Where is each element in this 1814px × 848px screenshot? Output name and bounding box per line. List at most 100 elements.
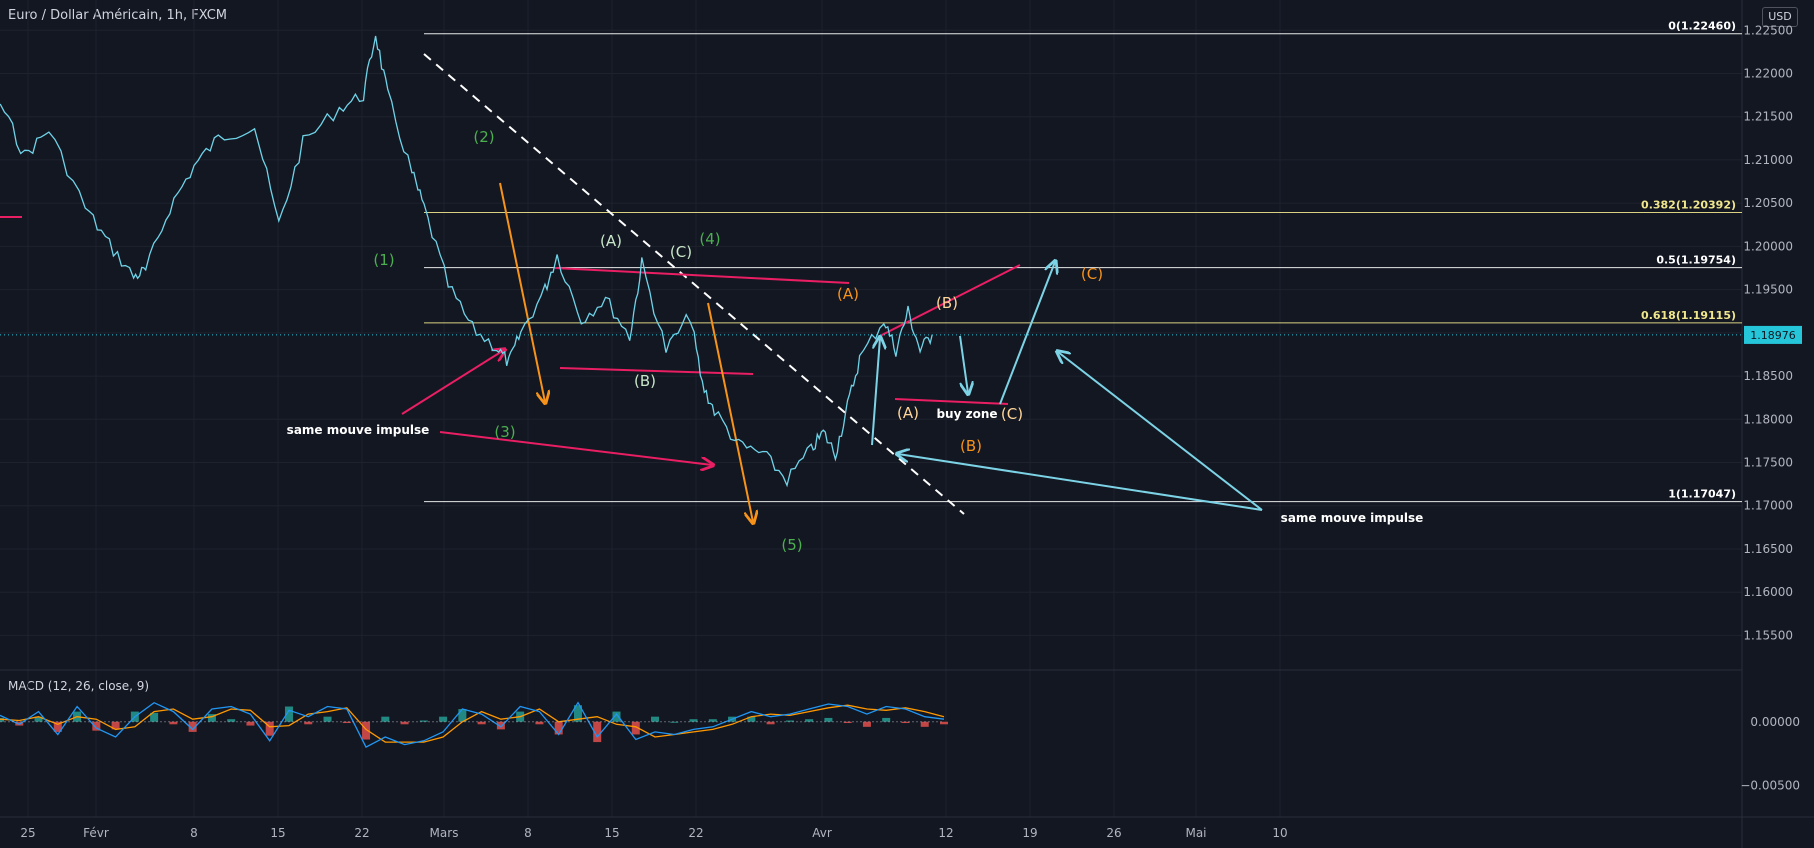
- macd-histogram-bar: [304, 721, 313, 725]
- macd-y-tick-label: 0.00000: [1750, 715, 1800, 729]
- annotation-label: (5): [781, 536, 802, 554]
- fib-level-label: 0.5(1.19754): [1656, 254, 1736, 267]
- macd-histogram-bar: [265, 721, 274, 736]
- macd-histogram-bar: [207, 714, 216, 722]
- annotation-label: (C): [1001, 405, 1023, 423]
- macd-histogram-bar: [862, 721, 871, 727]
- macd-histogram-bar: [92, 721, 101, 731]
- annotations: (1) (2) (3) (4) (5) (A) (B) (C) (A) (B) (C) (A) (B) (…: [287, 128, 1424, 554]
- channel-line: [894, 398, 1009, 405]
- annotation-label: (C): [1081, 265, 1103, 283]
- x-tick-label: Mars: [430, 826, 459, 840]
- y-tick-label: 1.18500: [1743, 369, 1793, 383]
- macd-y-tick-label: −0.00500: [1740, 778, 1800, 792]
- y-tick-label: 1.15500: [1743, 628, 1793, 642]
- annotation-label: same mouve impulse: [1281, 511, 1424, 525]
- fib-level-label: 1(1.17047): [1668, 488, 1736, 501]
- y-tick-label: 1.20000: [1743, 239, 1793, 253]
- arrow-magenta: [439, 431, 712, 465]
- macd-histogram-bar: [901, 721, 910, 724]
- macd-histogram-bar: [246, 721, 255, 726]
- arrow-orange: [499, 182, 545, 402]
- fib-level-label: 0(1.22460): [1668, 20, 1736, 33]
- annotation-label: (2): [473, 128, 494, 146]
- channel-line: [554, 267, 850, 284]
- arrow-cyan: [1058, 352, 1263, 511]
- currency-selector[interactable]: USD: [1762, 7, 1798, 27]
- x-tick-label: 8: [190, 826, 198, 840]
- macd-histogram-bar: [381, 716, 390, 722]
- annotation-label: (B): [960, 437, 982, 455]
- fib-level-label: 0.382(1.20392): [1641, 198, 1736, 211]
- macd-histogram-bar: [651, 716, 660, 722]
- macd-histogram-bar: [34, 716, 43, 722]
- macd-histogram-bar: [843, 721, 852, 724]
- x-tick-label: 15: [604, 826, 619, 840]
- y-tick-label: 1.21000: [1743, 153, 1793, 167]
- x-tick-label: 22: [688, 826, 703, 840]
- macd-histogram-bar: [323, 716, 332, 722]
- macd-histogram-bar: [573, 705, 582, 722]
- arrow-orange: [707, 302, 753, 522]
- macd-histogram-bar: [169, 721, 178, 725]
- y-tick-label: 1.18000: [1743, 412, 1793, 426]
- annotation-label: (C): [670, 243, 692, 261]
- x-tick-label: 15: [270, 826, 285, 840]
- macd-histogram-bar: [882, 717, 891, 722]
- x-tick-label: 12: [938, 826, 953, 840]
- fibonacci-levels: 0(1.22460) 0.382(1.20392) 0.5(1.19754) 0.61…: [424, 20, 1742, 503]
- macd-histogram-bar: [53, 721, 62, 732]
- arrow-cyan: [871, 338, 880, 446]
- macd-histogram-bar: [824, 717, 833, 722]
- arrow-cyan: [898, 454, 1263, 511]
- macd-histogram-bar: [940, 721, 948, 725]
- macd-histogram-bar: [708, 719, 717, 722]
- y-tick-label: 1.20500: [1743, 196, 1793, 210]
- annotation-label: (A): [897, 404, 919, 422]
- drawings: [401, 53, 1263, 522]
- macd-histogram-bar: [188, 721, 197, 732]
- y-tick-label: 1.16000: [1743, 585, 1793, 599]
- macd-histogram-bar: [342, 721, 351, 724]
- y-tick-label: 1.16500: [1743, 542, 1793, 556]
- macd-panel: 0.00000 −0.00500: [0, 701, 1800, 792]
- annotation-label: (4): [699, 230, 720, 248]
- macd-histogram-bar: [496, 721, 505, 730]
- annotation-label: same mouve impulse: [287, 423, 430, 437]
- x-tick-label: Avr: [812, 826, 832, 840]
- x-tick-label: 25: [20, 826, 35, 840]
- macd-histogram-bar: [400, 721, 409, 725]
- x-tick-label: Mai: [1185, 826, 1206, 840]
- macd-histogram-bar: [458, 709, 467, 722]
- fib-level-label: 0.618(1.19115): [1641, 309, 1736, 322]
- macd-histogram-bar: [111, 721, 120, 730]
- annotation-label: (3): [494, 423, 515, 441]
- macd-histogram-bar: [362, 721, 371, 740]
- macd-histogram-bar: [554, 721, 563, 735]
- macd-histogram-bar: [747, 716, 756, 722]
- trend-line-dashed: [423, 53, 965, 515]
- macd-histogram-bar: [227, 719, 236, 722]
- macd-histogram-bar: [535, 721, 544, 725]
- x-tick-label: 26: [1106, 826, 1121, 840]
- macd-histogram-bar: [612, 711, 621, 722]
- macd-title: MACD (12, 26, close, 9): [8, 679, 150, 693]
- chart-title: Euro / Dollar Américain, 1h, FXCM: [8, 8, 227, 23]
- price-series: 1.18976: [0, 35, 1802, 488]
- y-tick-label: 1.22500: [1743, 23, 1793, 37]
- y-tick-label: 1.19500: [1743, 283, 1793, 297]
- macd-histogram-bar: [766, 721, 775, 725]
- y-tick-label: 1.17000: [1743, 499, 1793, 513]
- y-tick-label: 1.22000: [1743, 66, 1793, 80]
- macd-histogram-bar: [439, 716, 448, 722]
- macd-histogram-bar: [689, 719, 698, 722]
- x-tick-label: 19: [1022, 826, 1037, 840]
- macd-histogram-bar: [419, 720, 428, 722]
- x-tick-label: Févr: [83, 826, 109, 840]
- annotation-label: (1): [373, 251, 394, 269]
- annotation-label: (A): [600, 232, 622, 250]
- macd-histogram-bar: [805, 719, 814, 722]
- macd-histogram-bar: [670, 721, 679, 723]
